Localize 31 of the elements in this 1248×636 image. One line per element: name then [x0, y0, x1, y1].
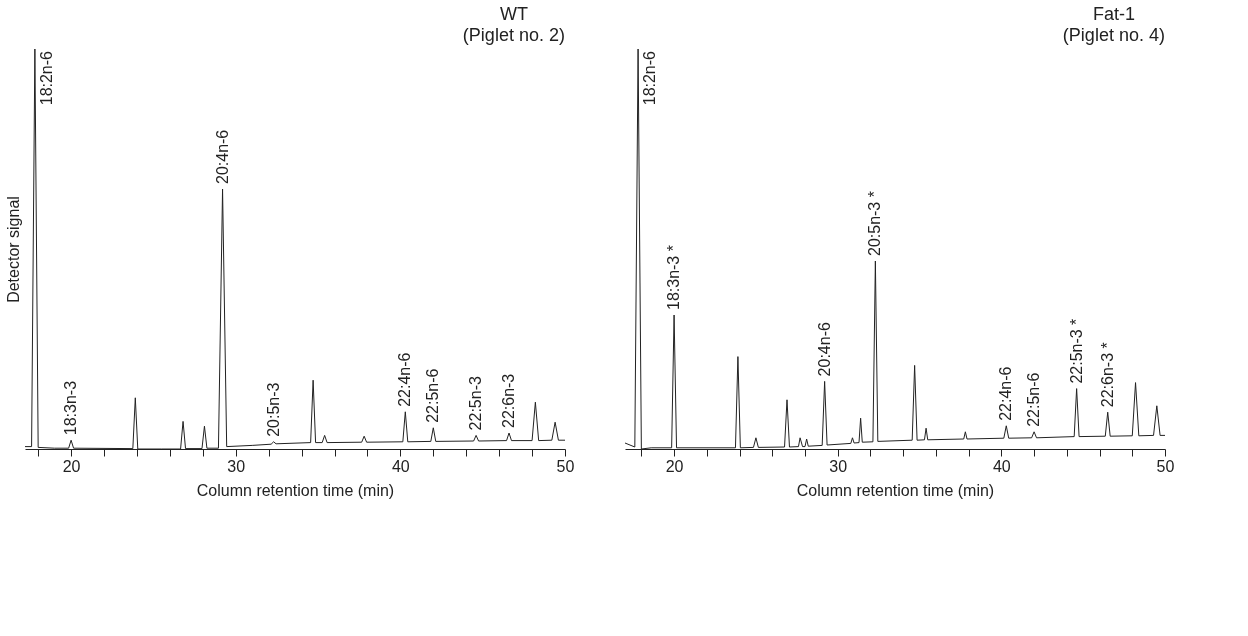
- annotation: 20:4n-6: [213, 129, 231, 184]
- chart-title: Fat-1: [1092, 3, 1135, 24]
- annotation: 18:2n-6: [37, 50, 55, 106]
- y-axis-title: Detector signal: [4, 196, 22, 303]
- chart-title: WT: [499, 3, 528, 24]
- annotation: 18:3n-3 *: [665, 245, 683, 310]
- annotation: 20:5n-3 *: [866, 191, 884, 256]
- x-tick-label: 20: [665, 457, 684, 475]
- annotation: 22:5n-3: [467, 376, 485, 431]
- annotation: 22:4n-6: [396, 352, 414, 407]
- x-axis-title: Column retention time (min): [796, 481, 995, 499]
- x-tick-label: 50: [1156, 457, 1175, 475]
- x-tick-label: 40: [992, 457, 1011, 475]
- annotation: 22:6n-3: [500, 373, 518, 428]
- annotation: 20:4n-6: [815, 322, 833, 377]
- annotation: 20:5n-3: [264, 382, 282, 437]
- x-axis-title: Column retention time (min): [196, 481, 395, 499]
- annotation: 22:5n-6: [1025, 372, 1043, 427]
- x-tick-label: 20: [62, 457, 81, 475]
- annotation: 18:3n-3: [62, 380, 80, 436]
- chart-subtitle: (Piglet no. 4): [1062, 24, 1165, 45]
- annotation: 18:2n-6: [641, 50, 659, 106]
- x-tick-label: 30: [829, 457, 848, 475]
- x-tick-label: 30: [227, 457, 246, 475]
- annotation: 22:5n-3 *: [1067, 318, 1085, 384]
- x-tick-label: 50: [556, 457, 575, 475]
- annotation: 22:5n-6: [424, 368, 442, 423]
- annotation: 22:4n-6: [997, 366, 1015, 421]
- chart-subtitle: (Piglet no. 2): [462, 24, 565, 45]
- x-tick-label: 40: [391, 457, 410, 475]
- annotation: 22:6n-3 *: [1098, 342, 1116, 408]
